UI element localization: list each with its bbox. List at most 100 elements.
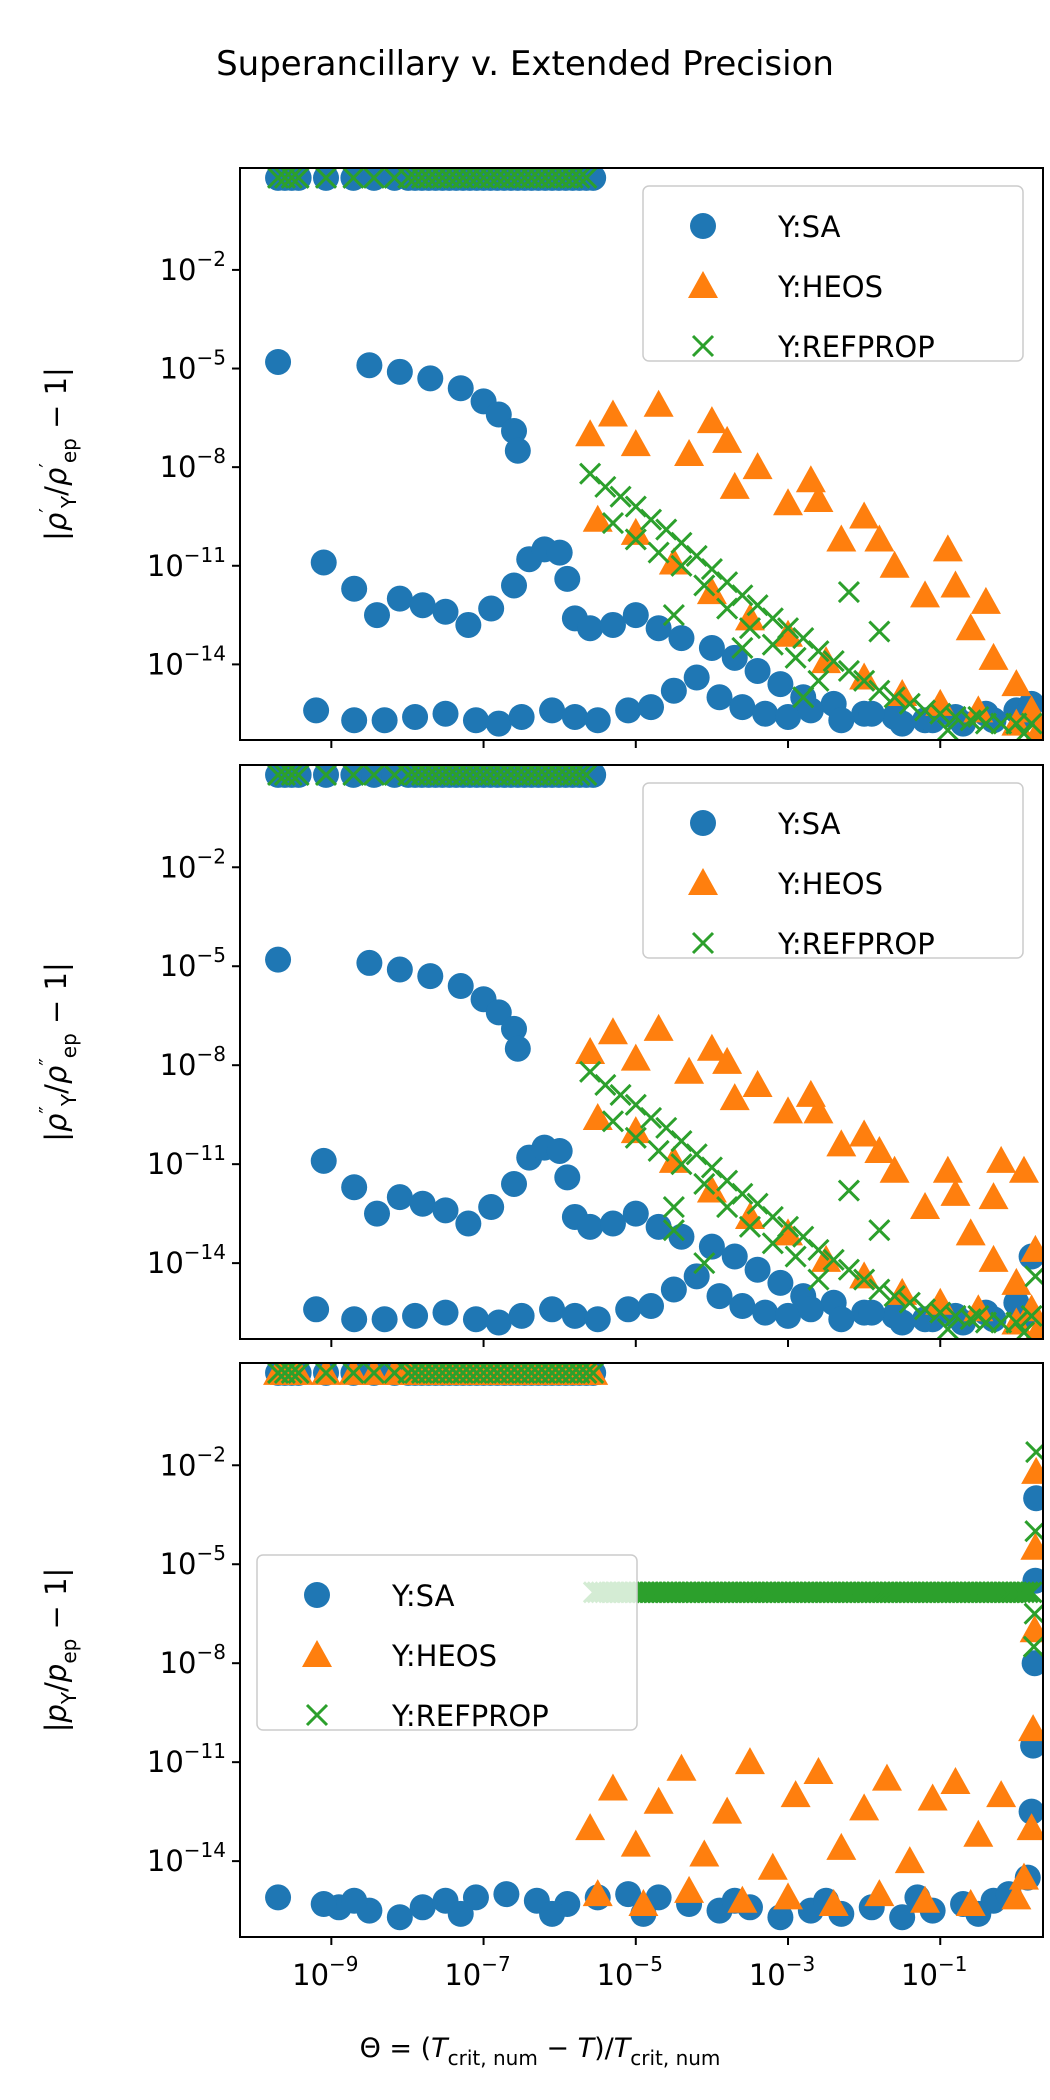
refprop-point bbox=[853, 669, 876, 692]
legend-label: Y:HEOS bbox=[777, 270, 883, 304]
refprop-point bbox=[868, 620, 891, 643]
sa-point bbox=[889, 710, 916, 737]
heos-point bbox=[597, 1773, 628, 1801]
heos-point bbox=[696, 1033, 727, 1061]
sa-point bbox=[729, 694, 756, 721]
sa-point bbox=[577, 1213, 604, 1240]
sa-point bbox=[501, 1015, 528, 1042]
sa-point bbox=[402, 1302, 429, 1329]
panel-3: 10−2 10−5 10−8 10−11 10−14 10−9 10−7 10−5 10−3 10… bbox=[39, 1362, 1044, 1992]
heos-point bbox=[742, 1069, 773, 1097]
heos-point bbox=[742, 452, 773, 480]
legend-label: Y:HEOS bbox=[777, 867, 883, 901]
sa-point bbox=[858, 1299, 885, 1326]
heos-point bbox=[864, 1135, 895, 1163]
refprop-point bbox=[287, 765, 310, 786]
y-tick-label: 10−2 bbox=[160, 247, 226, 287]
sa-point bbox=[356, 949, 383, 976]
heos-point bbox=[879, 550, 910, 578]
heos-point bbox=[597, 399, 628, 427]
heos-point bbox=[910, 580, 941, 608]
sa-point bbox=[797, 697, 824, 724]
sa-point bbox=[767, 1904, 794, 1931]
sa-point bbox=[706, 684, 733, 711]
refprop-point bbox=[568, 168, 591, 189]
refprop-point bbox=[868, 1219, 891, 1242]
heos-point bbox=[643, 1013, 674, 1041]
sa-point bbox=[729, 1293, 756, 1320]
heos-point bbox=[620, 429, 651, 457]
heos-point bbox=[1020, 1234, 1043, 1262]
refprop-point bbox=[883, 1285, 906, 1308]
refprop-point bbox=[693, 1172, 716, 1196]
sa-point bbox=[501, 572, 528, 599]
sa-point bbox=[615, 1881, 642, 1908]
refprop-point bbox=[280, 168, 303, 189]
refprop-point bbox=[575, 765, 598, 786]
sa-point bbox=[744, 657, 771, 684]
refprop-point bbox=[1022, 1635, 1043, 1658]
heos-point bbox=[932, 1155, 963, 1183]
refprop-point bbox=[807, 1268, 830, 1291]
y-tick-label: 10−8 bbox=[160, 444, 226, 484]
refprop-point bbox=[837, 659, 860, 683]
heos-point bbox=[734, 1747, 765, 1775]
heos-point bbox=[910, 1192, 941, 1220]
refprop-point bbox=[1016, 1581, 1039, 1604]
legend-marker-refprop bbox=[691, 931, 715, 955]
heos-point bbox=[620, 1043, 651, 1071]
heos-point bbox=[712, 1796, 743, 1824]
heos-point bbox=[620, 1116, 651, 1144]
refprop-point bbox=[575, 168, 598, 189]
sa-point bbox=[577, 615, 604, 642]
y-tick-label: 10−2 bbox=[160, 1442, 226, 1482]
series-refprop bbox=[266, 168, 1043, 740]
sa-point bbox=[599, 611, 626, 638]
sa-point bbox=[265, 1884, 292, 1911]
sa-point bbox=[615, 1296, 642, 1323]
sa-point bbox=[584, 707, 611, 734]
sa-point bbox=[341, 1306, 368, 1333]
legend: Y:SA Y:HEOS Y:REFPROP bbox=[256, 1554, 638, 1733]
series-refprop bbox=[266, 765, 1043, 1339]
refprop-point bbox=[716, 1195, 739, 1219]
heos-point bbox=[864, 524, 895, 552]
sa-point bbox=[752, 700, 779, 727]
sa-point bbox=[409, 1190, 436, 1217]
refprop-point bbox=[1012, 1321, 1036, 1339]
sa-point bbox=[265, 946, 292, 973]
sa-point bbox=[638, 1293, 665, 1320]
refprop-point bbox=[967, 705, 990, 729]
heos-point bbox=[849, 501, 880, 529]
y-axis-label: |pY/pep − 1| bbox=[39, 1568, 81, 1733]
refprop-point bbox=[662, 1219, 685, 1242]
y-tick-label: 10−14 bbox=[147, 1240, 226, 1280]
heos-point bbox=[780, 1780, 811, 1808]
x-tick-label: 10−5 bbox=[597, 1952, 663, 1992]
refprop-point bbox=[738, 617, 762, 640]
heos-point bbox=[696, 577, 727, 605]
sa-point bbox=[638, 694, 665, 721]
refprop-point bbox=[647, 541, 670, 564]
sa-point bbox=[341, 575, 368, 602]
heos-point bbox=[963, 1294, 994, 1322]
sa-point bbox=[1018, 1798, 1043, 1825]
legend-label: Y:SA bbox=[777, 807, 841, 841]
sa-point bbox=[828, 707, 855, 734]
refprop-point bbox=[314, 168, 338, 189]
refprop-point bbox=[936, 1318, 959, 1339]
refprop-point bbox=[731, 636, 754, 660]
y-tick-label: 10−5 bbox=[160, 346, 226, 386]
sa-point bbox=[356, 352, 383, 379]
refprop-point bbox=[624, 528, 647, 551]
refprop-point bbox=[662, 1195, 685, 1219]
refprop-point bbox=[883, 686, 906, 709]
refprop-point bbox=[807, 1238, 830, 1261]
sa-point bbox=[462, 1884, 489, 1911]
heos-point bbox=[826, 524, 857, 552]
sa-point bbox=[622, 1200, 649, 1227]
refprop-point bbox=[624, 1126, 647, 1149]
heos-point bbox=[1021, 1456, 1043, 1484]
sa-point bbox=[539, 1900, 566, 1927]
